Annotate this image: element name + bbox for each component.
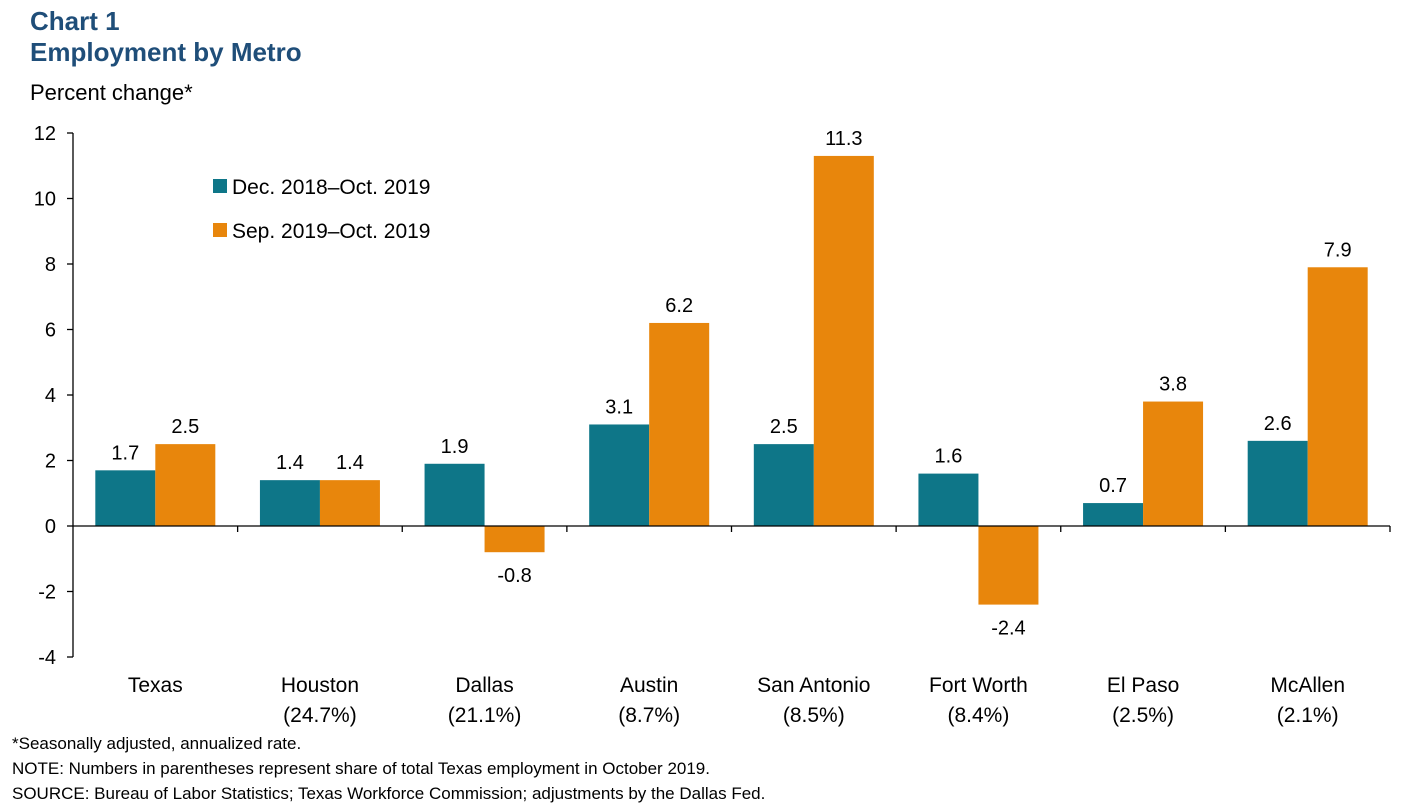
data-label: 2.5	[770, 416, 798, 438]
data-label: 3.8	[1159, 374, 1187, 396]
bar-series1	[753, 444, 814, 526]
category-label: El Paso	[1107, 674, 1179, 697]
y-tick-label: -2	[38, 582, 56, 604]
legend-swatch	[213, 223, 227, 237]
y-tick-label: 12	[34, 123, 56, 145]
category-label: McAllen	[1270, 674, 1345, 697]
data-label: 0.7	[1099, 475, 1127, 497]
bar-series2	[1307, 267, 1368, 526]
chart-title: Employment by Metro	[30, 37, 302, 67]
category-label: San Antonio	[757, 674, 870, 697]
legend-label: Sep. 2019–Oct. 2019	[232, 220, 431, 243]
bar-series2	[813, 155, 874, 527]
y-tick-label: 8	[45, 254, 56, 276]
data-label: 3.1	[605, 396, 633, 418]
category-share-label: (24.7%)	[283, 704, 357, 727]
bar-series1	[259, 480, 320, 526]
category-share-label: (2.1%)	[1277, 704, 1339, 727]
bar-series2	[978, 526, 1039, 605]
unit-label: Percent change*	[30, 80, 193, 105]
data-label: 1.7	[111, 442, 139, 464]
legend-swatch	[213, 179, 227, 193]
y-tick-label: 6	[45, 320, 56, 342]
bar-series2	[1143, 401, 1204, 526]
data-label: 6.2	[665, 295, 693, 317]
bar-series1	[918, 473, 979, 526]
category-share-label: (2.5%)	[1112, 704, 1174, 727]
bar-series2	[319, 480, 380, 526]
data-label: 11.3	[825, 128, 862, 150]
data-label: 1.4	[276, 452, 304, 474]
category-label: Texas	[128, 674, 183, 697]
bar-series2	[155, 444, 216, 526]
category-label: Fort Worth	[929, 674, 1028, 697]
category-share-label: (8.4%)	[948, 704, 1010, 727]
notes: *Seasonally adjusted, annualized rate. N…	[12, 731, 765, 806]
y-tick-label: 10	[34, 189, 56, 211]
bar-series1	[1083, 503, 1144, 526]
bar-series2	[649, 322, 710, 526]
bar-series1	[589, 424, 650, 526]
bar-series1	[1247, 440, 1308, 526]
category-label: Houston	[281, 674, 359, 697]
data-label: 1.6	[935, 446, 963, 468]
title-block: Chart 1 Employment by Metro	[30, 6, 302, 68]
source: SOURCE: Bureau of Labor Statistics; Texa…	[12, 784, 766, 803]
y-tick-label: 4	[45, 385, 56, 407]
y-tick-label: 2	[45, 451, 56, 473]
category-label: Austin	[620, 674, 678, 697]
bar-chart: -4 -2 0 2 4 6 8 10 12 1.7 1.4 1.9 3.1 2.5 1.6 0.7 2.6 2.5…	[34, 123, 1391, 727]
chart-label: Chart 1	[30, 6, 120, 36]
y-tick-label: 0	[45, 516, 56, 538]
legend-label: Dec. 2018–Oct. 2019	[232, 176, 430, 199]
category-share-label: (8.7%)	[618, 704, 680, 727]
data-label: 7.9	[1324, 239, 1352, 261]
note: NOTE: Numbers in parentheses represent s…	[12, 759, 710, 778]
y-tick-label: -4	[38, 647, 56, 669]
data-label: 2.5	[171, 416, 199, 438]
bar-series1	[424, 463, 485, 526]
data-label: 1.4	[336, 452, 364, 474]
bar-series2	[484, 526, 545, 553]
bar-series1	[95, 470, 156, 526]
data-label: 2.6	[1264, 413, 1292, 435]
data-label: 1.9	[441, 436, 469, 458]
category-label: Dallas	[455, 674, 513, 697]
data-label: -2.4	[991, 618, 1025, 640]
footnote: *Seasonally adjusted, annualized rate.	[12, 734, 302, 753]
category-share-label: (21.1%)	[448, 704, 522, 727]
data-label: -0.8	[497, 565, 531, 587]
category-share-label: (8.5%)	[783, 704, 845, 727]
